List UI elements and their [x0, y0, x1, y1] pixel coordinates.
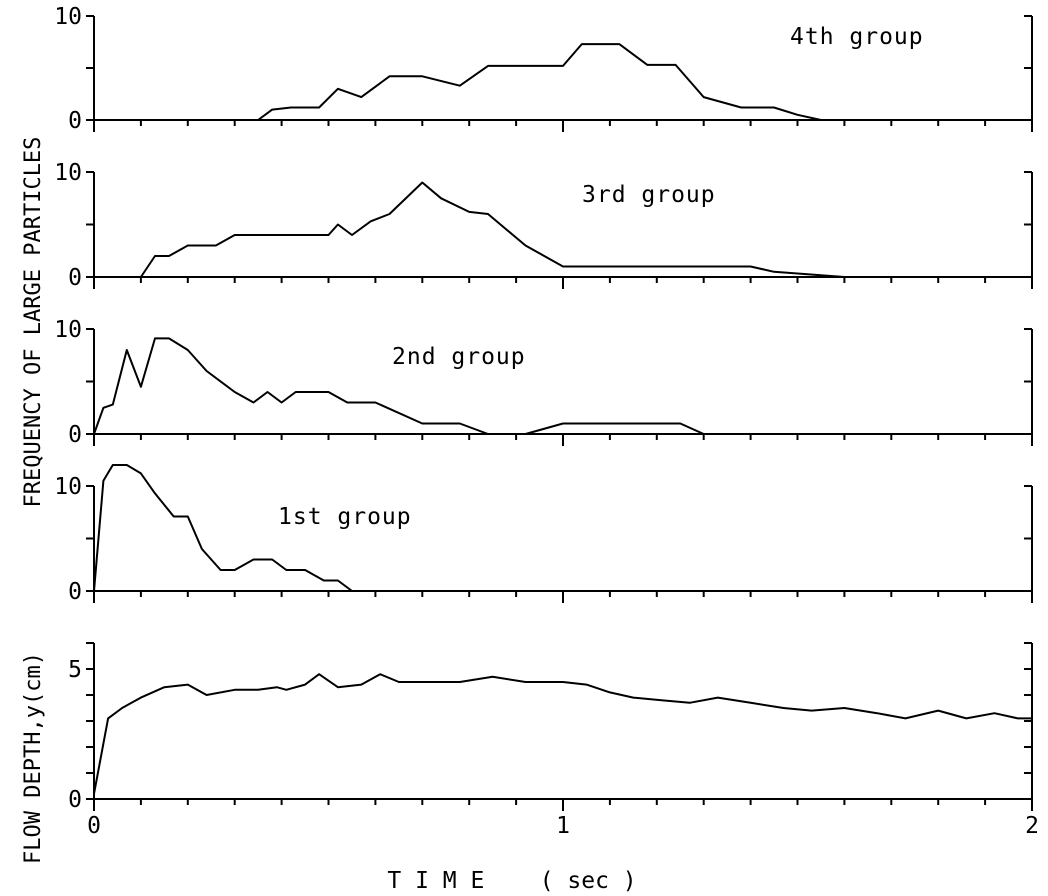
x-tick-label: 0 — [87, 813, 101, 839]
group-label: 3rd group — [582, 182, 716, 208]
series-line — [93, 337, 1032, 435]
series-line — [94, 43, 1032, 121]
y-tick-label: 10 — [54, 317, 82, 343]
x-axis-title: T I M E ( sec ) — [387, 868, 636, 894]
x-tick-label: 2 — [1025, 813, 1039, 839]
panel-3rd-group: 0 10 3rd group — [54, 160, 1033, 291]
group-label: 4th group — [790, 24, 924, 50]
y-tick-label: 0 — [68, 265, 82, 291]
panel-flow-depth: 0 5 0 1 2 — [68, 642, 1039, 839]
x-tick-label: 1 — [556, 813, 570, 839]
y-tick-label: 10 — [54, 474, 82, 500]
y-tick-label: 0 — [68, 108, 82, 134]
y-axis-title-frequency: FREQUENCY OF LARGE PARTICLES — [21, 137, 46, 508]
y-tick-label: 0 — [68, 422, 82, 448]
y-tick-label: 0 — [68, 579, 82, 605]
panel-4th-group: 0 10 4th group — [54, 4, 1033, 134]
series-line — [93, 464, 1032, 592]
series-line — [94, 181, 1032, 278]
group-label: 1st group — [278, 504, 412, 530]
group-label: 2nd group — [392, 344, 526, 370]
y-tick-label: 0 — [68, 787, 82, 813]
y-axis-title-flow-depth: FLOW DEPTH,y(cm) — [21, 652, 46, 864]
panel-1st-group: 0 10 1st group — [54, 464, 1033, 605]
series-line — [93, 673, 1032, 794]
y-tick-label: 10 — [54, 4, 82, 30]
panel-2nd-group: 0 10 2nd group — [54, 317, 1033, 448]
y-tick-label: 5 — [68, 657, 82, 683]
y-tick-label: 10 — [54, 160, 82, 186]
